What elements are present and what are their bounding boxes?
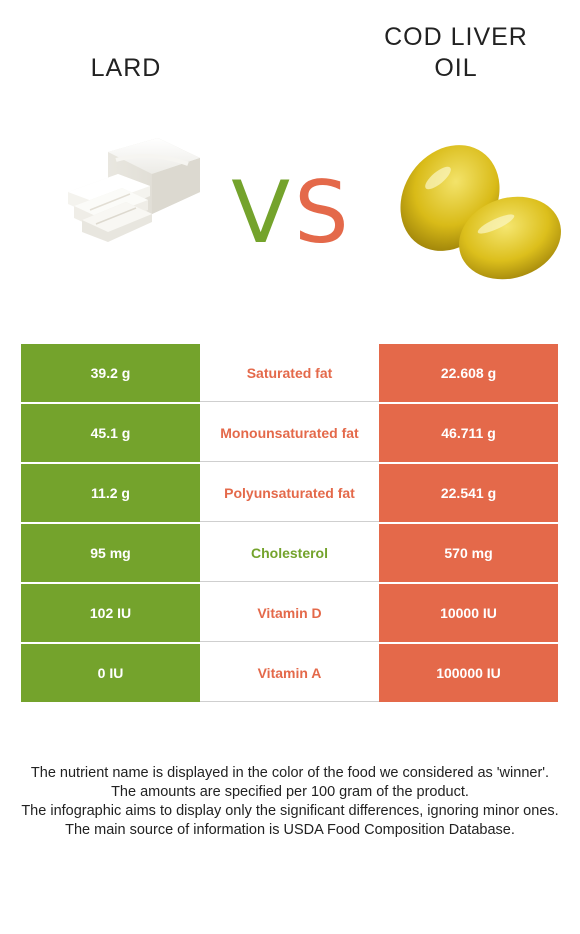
right-value: 46.711 g: [379, 404, 558, 462]
table-row: 95 mg Cholesterol 570 mg: [21, 524, 558, 584]
left-value: 95 mg: [21, 524, 200, 582]
left-value: 45.1 g: [21, 404, 200, 462]
vs-label: VS: [0, 168, 580, 258]
footer-line-2: The amounts are specified per 100 gram o…: [111, 784, 469, 800]
table-row: 11.2 g Polyunsaturated fat 22.541 g: [21, 464, 558, 524]
table-row: 0 IU Vitamin A 100000 IU: [21, 644, 558, 704]
nutrient-name: Monounsaturated fat: [200, 404, 379, 462]
vs-s: S: [294, 163, 349, 263]
left-value: 0 IU: [21, 644, 200, 702]
left-food-title: LARD: [90, 54, 162, 82]
footer-line-3: The infographic aims to display only the…: [21, 803, 559, 819]
lard-image: [68, 138, 200, 242]
table-row: 39.2 g Saturated fat 22.608 g: [21, 344, 558, 404]
left-value: 39.2 g: [21, 344, 200, 402]
footer-line-1: The nutrient name is displayed in the co…: [30, 765, 550, 781]
vs-v: V: [231, 163, 291, 263]
nutrient-name: Vitamin A: [200, 644, 379, 702]
nutrient-name: Vitamin D: [200, 584, 379, 642]
right-value: 22.608 g: [379, 344, 558, 402]
nutrient-name: Polyunsaturated fat: [200, 464, 379, 522]
footer-line-4: The main source of information is USDA F…: [65, 822, 515, 838]
right-value: 100000 IU: [379, 644, 558, 702]
comparison-table: 39.2 g Saturated fat 22.608 g 45.1 g Monouns…: [21, 344, 558, 704]
cod-liver-oil-capsules-image: [400, 145, 561, 280]
nutrient-name: Saturated fat: [200, 344, 379, 402]
nutrient-name: Cholesterol: [200, 524, 379, 582]
right-value: 10000 IU: [379, 584, 558, 642]
table-row: 102 IU Vitamin D 10000 IU: [21, 584, 558, 644]
left-value: 11.2 g: [21, 464, 200, 522]
right-value: 22.541 g: [379, 464, 558, 522]
table-row: 45.1 g Monounsaturated fat 46.711 g: [21, 404, 558, 464]
right-value: 570 mg: [379, 524, 558, 582]
right-food-title: COD LIVER OIL: [384, 23, 528, 82]
left-value: 102 IU: [21, 584, 200, 642]
footer-notes: The nutrient name is displayed in the co…: [20, 764, 560, 840]
